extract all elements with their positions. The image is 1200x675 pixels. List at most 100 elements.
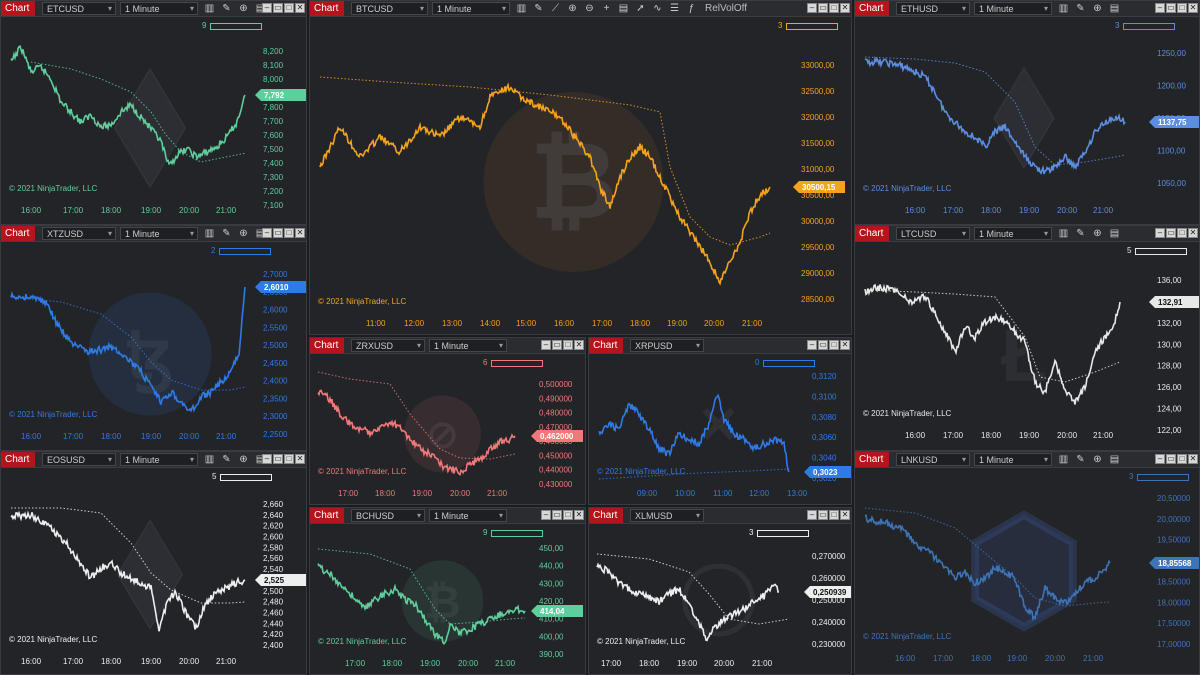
maximize-icon[interactable]: □ xyxy=(829,3,839,13)
properties-icon[interactable]: ☰ xyxy=(670,3,679,14)
chart-menu-button[interactable]: Chart xyxy=(855,226,889,241)
close-icon[interactable]: ✕ xyxy=(840,3,850,13)
zoom-in-icon[interactable]: ⊕ xyxy=(1093,228,1102,239)
close-icon[interactable]: ✕ xyxy=(574,510,584,520)
maximize-icon[interactable]: □ xyxy=(563,510,573,520)
instrument-selector[interactable]: ETCUSD xyxy=(42,2,116,15)
indicators-icon[interactable]: ▤ xyxy=(255,228,266,239)
minimize-icon[interactable]: – xyxy=(807,510,817,520)
zoom-in-icon[interactable]: ⊕ xyxy=(568,3,577,14)
chart-pane-lnk[interactable]: 20,5000020,0000019,5000019,0000018,50000… xyxy=(854,451,1200,675)
restore-icon[interactable]: ▭ xyxy=(1166,228,1176,238)
maximize-icon[interactable]: □ xyxy=(829,510,839,520)
close-icon[interactable]: ✕ xyxy=(840,510,850,520)
maximize-icon[interactable]: □ xyxy=(829,340,839,350)
instrument-selector[interactable]: ETHUSD xyxy=(896,2,970,15)
instrument-selector[interactable]: LTCUSD xyxy=(896,227,970,240)
chart-pane-zrx[interactable]: ⊘ 0,5000000,4900000,4800000,4700000,4600… xyxy=(309,337,586,505)
chart-menu-button[interactable]: Chart xyxy=(855,1,889,16)
price-chart[interactable]: Ł 136,00134,00132,00130,00128,00126,0012… xyxy=(855,226,1200,451)
price-chart[interactable]: ⊘ 0,5000000,4900000,4800000,4700000,4600… xyxy=(310,338,586,505)
chart-pane-xtz[interactable]: ꜩ 2,70002,65002,60002,55002,50002,45002,… xyxy=(0,225,307,451)
price-chart[interactable]: 20,5000020,0000019,5000019,0000018,50000… xyxy=(855,452,1200,675)
interval-selector[interactable]: 1 Minute xyxy=(429,339,507,352)
instrument-selector[interactable]: EOSUSD xyxy=(42,453,116,466)
interval-selector[interactable]: 1 Minute xyxy=(120,227,198,240)
pencil-icon[interactable]: ✎ xyxy=(222,228,231,239)
indicators-icon[interactable]: ▤ xyxy=(1109,228,1120,239)
pencil-icon[interactable]: ✎ xyxy=(222,454,231,465)
price-chart[interactable]: 1250,001200,001150,001100,001050,0016:00… xyxy=(855,1,1200,225)
minimize-icon[interactable]: – xyxy=(807,340,817,350)
zoom-in-icon[interactable]: ⊕ xyxy=(1093,3,1102,14)
pencil-icon[interactable]: ✎ xyxy=(1076,3,1085,14)
chart-pane-ltc[interactable]: Ł 136,00134,00132,00130,00128,00126,0012… xyxy=(854,225,1200,451)
instrument-selector[interactable]: XLMUSD xyxy=(630,509,704,522)
pencil-icon[interactable]: ✎ xyxy=(534,3,543,14)
indicators-icon[interactable]: ▤ xyxy=(255,3,266,14)
pencil-icon[interactable]: ✎ xyxy=(222,3,231,14)
close-icon[interactable]: ✕ xyxy=(295,3,305,13)
maximize-icon[interactable]: □ xyxy=(284,228,294,238)
interval-selector[interactable]: 1 Minute xyxy=(120,2,198,15)
chart-pane-eos[interactable]: 2,6602,6402,6202,6002,5802,5602,5402,520… xyxy=(0,451,307,675)
indicators-icon[interactable]: ▤ xyxy=(255,454,266,465)
chart-menu-button[interactable]: Chart xyxy=(1,1,35,16)
instrument-selector[interactable]: BTCUSD xyxy=(351,2,428,15)
interval-selector[interactable]: 1 Minute xyxy=(974,227,1052,240)
bar-type-icon[interactable]: ▥ xyxy=(204,228,215,239)
restore-icon[interactable]: ▭ xyxy=(552,510,562,520)
interval-selector[interactable]: 1 Minute xyxy=(432,2,510,15)
restore-icon[interactable]: ▭ xyxy=(818,3,828,13)
close-icon[interactable]: ✕ xyxy=(1188,454,1198,464)
maximize-icon[interactable]: □ xyxy=(1177,228,1187,238)
minimize-icon[interactable]: – xyxy=(262,3,272,13)
interval-selector[interactable]: 1 Minute xyxy=(974,2,1052,15)
indicators-icon[interactable]: ƒ xyxy=(688,3,695,14)
chart-pane-bch[interactable]: ₿ 450,00 440,00 430,00 420,00 410,00 400,00 39… xyxy=(309,507,586,675)
chart-menu-button[interactable]: Chart xyxy=(589,508,623,523)
pencil-icon[interactable]: ✎ xyxy=(1076,228,1085,239)
close-icon[interactable]: ✕ xyxy=(295,228,305,238)
restore-icon[interactable]: ▭ xyxy=(1166,3,1176,13)
maximize-icon[interactable]: □ xyxy=(1177,454,1187,464)
crosshair-icon[interactable]: + xyxy=(603,3,610,14)
close-icon[interactable]: ✕ xyxy=(295,454,305,464)
instrument-selector[interactable]: XRPUSD xyxy=(630,339,704,352)
chart-menu-button[interactable]: Chart xyxy=(1,226,35,241)
bar-type-icon[interactable]: ▥ xyxy=(204,454,215,465)
close-icon[interactable]: ✕ xyxy=(574,340,584,350)
restore-icon[interactable]: ▭ xyxy=(273,454,283,464)
price-chart[interactable]: ꜩ 2,70002,65002,60002,55002,50002,45002,… xyxy=(1,226,307,451)
instrument-selector[interactable]: ZRXUSD xyxy=(351,339,425,352)
chart-menu-button[interactable]: Chart xyxy=(310,1,344,16)
zoom-in-icon[interactable]: ⊕ xyxy=(1093,454,1102,465)
chart-menu-button[interactable]: Chart xyxy=(589,338,623,353)
pencil-icon[interactable]: ✎ xyxy=(1076,454,1085,465)
interval-selector[interactable]: 1 Minute xyxy=(974,453,1052,466)
price-chart[interactable]: ₿ 450,00 440,00 430,00 420,00 410,00 400,00 39… xyxy=(310,508,586,675)
restore-icon[interactable]: ▭ xyxy=(273,228,283,238)
maximize-icon[interactable]: □ xyxy=(1177,3,1187,13)
bar-type-icon[interactable]: ▥ xyxy=(1058,228,1069,239)
minimize-icon[interactable]: – xyxy=(262,228,272,238)
line-tool-icon[interactable]: ⟋ xyxy=(552,3,559,14)
bar-type-icon[interactable]: ▥ xyxy=(204,3,215,14)
zoom-in-icon[interactable]: ⊕ xyxy=(239,3,248,14)
restore-icon[interactable]: ▭ xyxy=(818,510,828,520)
zoom-in-icon[interactable]: ⊕ xyxy=(239,228,248,239)
restore-icon[interactable]: ▭ xyxy=(273,3,283,13)
indicators-icon[interactable]: ▤ xyxy=(1109,454,1120,465)
maximize-icon[interactable]: □ xyxy=(284,454,294,464)
price-chart[interactable]: 2,6602,6402,6202,6002,5802,5602,5402,520… xyxy=(1,452,307,675)
chart-menu-button[interactable]: Chart xyxy=(310,338,344,353)
maximize-icon[interactable]: □ xyxy=(563,340,573,350)
chart-pane-eth[interactable]: 1250,001200,001150,001100,001050,0016:00… xyxy=(854,0,1200,225)
chart-pane-etc[interactable]: 8,2008,1008,0007,9007,8007,7007,6007,500… xyxy=(0,0,307,225)
interval-selector[interactable]: 1 Minute xyxy=(120,453,198,466)
chart-pane-xlm[interactable]: 0,270000 0,260000 0,250000 0,240000 0,230000… xyxy=(588,507,852,675)
strategy-icon[interactable]: ∿ xyxy=(653,3,662,14)
zoom-out-icon[interactable]: ⊖ xyxy=(585,3,594,14)
chart-pane-btc[interactable]: ₿ 33000,00 32500,00 32000,00 31500,00 31000,… xyxy=(309,0,852,335)
minimize-icon[interactable]: – xyxy=(1155,3,1165,13)
